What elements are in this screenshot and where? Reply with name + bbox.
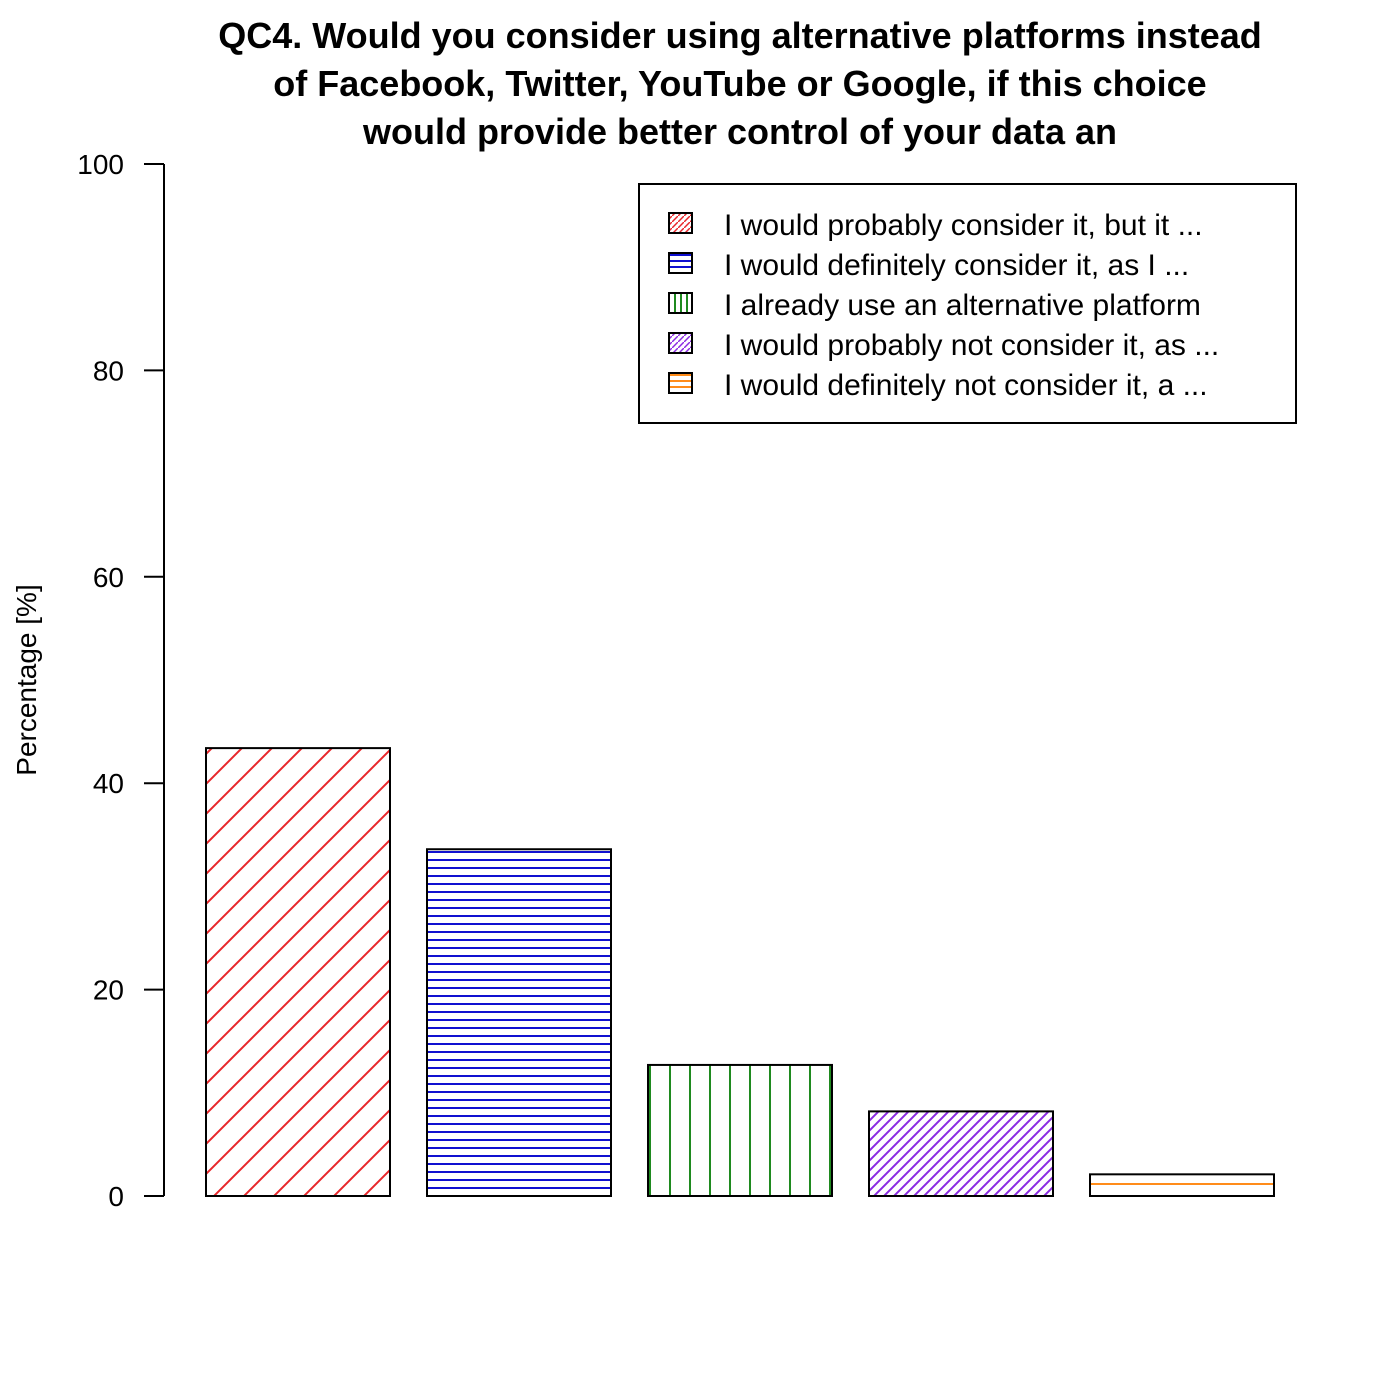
bars	[205, 747, 1275, 1198]
y-axis-label: Percentage [%]	[11, 584, 42, 775]
bar	[647, 1063, 833, 1198]
y-tick-label: 100	[77, 149, 124, 180]
chart-title-line-1: QC4. Would you consider using alternativ…	[218, 15, 1262, 56]
legend-label: I would definitely not consider it, a ..…	[724, 369, 1208, 402]
y-tick-label: 20	[93, 975, 124, 1006]
chart-title-line-3: would provide better control of your dat…	[362, 111, 1117, 152]
legend-swatch	[668, 212, 693, 234]
y-tick-label: 0	[108, 1181, 124, 1212]
chart-title-line-2: of Facebook, Twitter, YouTube or Google,…	[273, 63, 1206, 104]
legend-box	[638, 183, 1297, 424]
legend-swatch	[668, 292, 693, 314]
legend-swatch	[668, 372, 693, 394]
bar	[1089, 1173, 1275, 1198]
y-tick-label: 80	[93, 355, 124, 386]
bar	[205, 747, 391, 1197]
legend-label: I already use an alternative platform	[724, 289, 1201, 322]
legend-swatch	[668, 252, 693, 274]
y-tick-label: 60	[93, 562, 124, 593]
legend-label: I would probably consider it, but it ...	[724, 209, 1203, 242]
bar	[426, 848, 612, 1197]
legend-label: I would definitely consider it, as I ...	[724, 249, 1189, 282]
legend: I would probably consider it, but it ...…	[638, 183, 1297, 424]
bar	[868, 1110, 1054, 1197]
y-axis: 0 20 40 60 80 100	[77, 149, 165, 1212]
legend-swatch	[668, 332, 693, 354]
legend-label: I would probably not consider it, as ...	[724, 329, 1219, 362]
y-tick-label: 40	[93, 768, 124, 799]
